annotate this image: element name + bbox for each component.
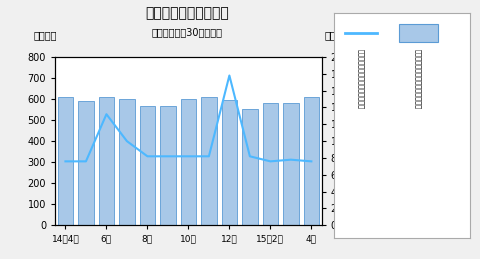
Bar: [180, 99, 196, 225]
Bar: [222, 100, 237, 225]
Bar: [160, 106, 176, 225]
Bar: [78, 101, 94, 225]
Text: （時間）: （時間）: [324, 30, 348, 40]
Text: （事業所規模30人以上）: （事業所規模30人以上）: [152, 27, 223, 37]
Bar: [119, 99, 134, 225]
Text: 常用労働者一人平均現金給与総額: 常用労働者一人平均現金給与総額: [358, 49, 364, 109]
Bar: [140, 106, 155, 225]
Bar: [201, 97, 216, 225]
Text: 賣金と労働時間の推移: 賣金と労働時間の推移: [145, 6, 229, 20]
Bar: [304, 97, 319, 225]
Text: 常用労働者一人平均総実労働時間: 常用労働者一人平均総実労働時間: [415, 49, 422, 109]
Bar: [58, 97, 73, 225]
Text: （千円）: （千円）: [34, 30, 58, 40]
Bar: [263, 103, 278, 225]
Bar: [242, 109, 258, 225]
Bar: [283, 103, 299, 225]
Bar: [99, 97, 114, 225]
FancyBboxPatch shape: [399, 24, 438, 42]
